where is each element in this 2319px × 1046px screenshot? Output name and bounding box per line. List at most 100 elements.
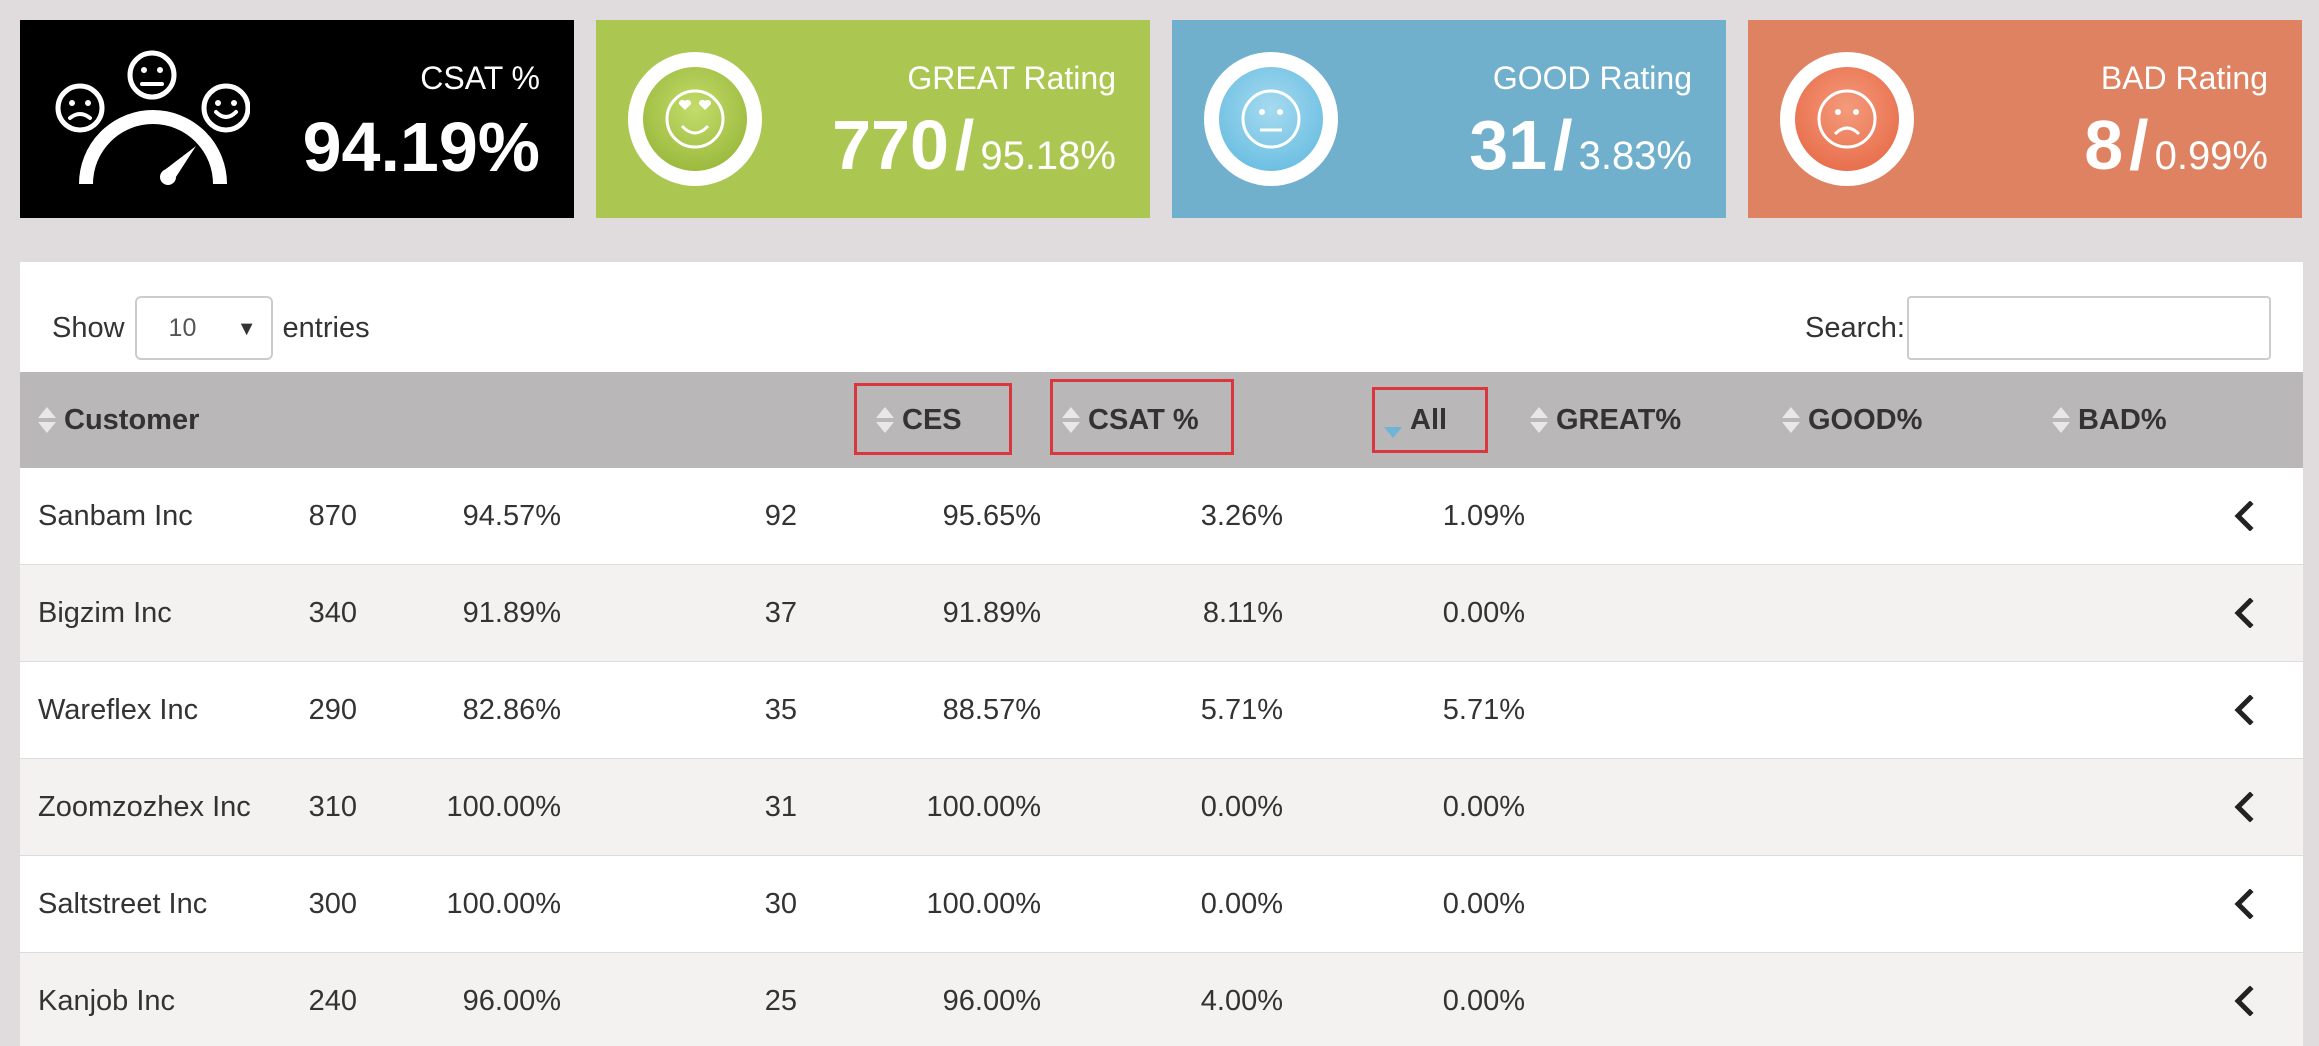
column-header-bad[interactable]: BAD% (2052, 372, 2167, 468)
table-row[interactable]: Saltstreet Inc 300 100.00% 30 100.00% 0.00% 0.… (20, 856, 2303, 953)
page-size-value: 10 (168, 313, 197, 342)
table-row[interactable]: Kanjob Inc 240 96.00% 25 96.00% 4.00% 0.00% (20, 953, 2303, 1046)
cell-great: 88.57% (942, 693, 1041, 726)
cell-ces: 240 (308, 984, 357, 1017)
column-header-good-label: GOOD% (1808, 403, 1923, 436)
cell-great: 91.89% (942, 596, 1041, 629)
cell-bad: 0.00% (1442, 596, 1525, 629)
cell-all: 92 (764, 499, 797, 532)
chevron-left-icon[interactable] (2232, 889, 2256, 919)
customers-table-panel: Show 10 ▼ entries Search: Customer CES C… (20, 262, 2303, 1046)
cell-all: 30 (764, 887, 797, 920)
bad-rating-separator: / (2129, 106, 2149, 184)
cell-customer: Wareflex Inc (38, 693, 199, 726)
cell-bad: 1.09% (1442, 499, 1525, 532)
sort-icon (1530, 406, 1548, 434)
page-size-select[interactable]: 10 ▼ (134, 296, 273, 360)
bad-rating-title: BAD Rating (2100, 60, 2268, 96)
column-header-good[interactable]: GOOD% (1782, 372, 1922, 468)
cell-csat: 100.00% (446, 790, 562, 823)
great-rating-percent: 95.18% (980, 134, 1116, 178)
cell-csat: 82.86% (462, 693, 561, 726)
chevron-left-icon[interactable] (2232, 695, 2256, 725)
sad-face-icon (1795, 67, 1899, 171)
good-rating-card: GOOD Rating 31/3.83% (1172, 20, 1726, 218)
chevron-left-icon[interactable] (2232, 792, 2256, 822)
cell-customer: Sanbam Inc (38, 499, 193, 532)
cell-csat: 96.00% (462, 984, 561, 1017)
bad-rating-percent: 0.99% (2154, 134, 2268, 178)
column-header-great-label: GREAT% (1556, 403, 1682, 436)
search-input[interactable] (1907, 296, 2271, 360)
good-rating-count: 31 (1469, 106, 1548, 184)
csat-card-title: CSAT % (420, 60, 540, 96)
good-rating-percent: 3.83% (1578, 134, 1692, 178)
great-rating-separator: / (954, 106, 975, 184)
cell-bad: 5.71% (1442, 693, 1525, 726)
table-row[interactable]: Sanbam Inc 870 94.57% 92 95.65% 3.26% 1.09% (20, 468, 2303, 565)
table-row[interactable]: Zoomzozhex Inc 310 100.00% 31 100.00% 0.00% 0.… (20, 759, 2303, 856)
good-rating-separator: / (1553, 106, 1573, 184)
cell-all: 25 (764, 984, 797, 1017)
csat-card-value: 94.19% (302, 108, 540, 186)
cell-customer: Zoomzozhex Inc (38, 790, 251, 823)
great-rating-count: 770 (832, 106, 949, 184)
cell-good: 0.00% (1200, 887, 1283, 920)
cell-all: 31 (764, 790, 797, 823)
satisfaction-gauge-icon (55, 50, 250, 185)
sort-descending-icon (1384, 406, 1402, 438)
highlight-box-all (1372, 387, 1488, 453)
table-row[interactable]: Wareflex Inc 290 82.86% 35 88.57% 5.71% 5.71% (20, 662, 2303, 759)
heart-eyes-face-icon (643, 67, 747, 171)
column-header-bad-label: BAD% (2078, 403, 2167, 436)
column-header-ces-label: CES (902, 403, 962, 436)
cell-ces: 340 (308, 596, 357, 629)
highlight-box-ces (854, 383, 1012, 455)
great-rating-card: GREAT Rating 770/95.18% (596, 20, 1150, 218)
cell-ces: 300 (308, 887, 357, 920)
column-header-all-label: All (1410, 403, 1448, 436)
column-header-ces[interactable]: CES (876, 372, 962, 468)
highlight-box-csat (1050, 379, 1234, 455)
column-header-customer-label: Customer (64, 403, 200, 436)
entries-label: entries (282, 311, 370, 344)
cell-csat: 91.89% (462, 596, 561, 629)
great-rating-title: GREAT Rating (907, 60, 1116, 96)
search-control: Search: (1805, 296, 2271, 360)
cell-ces: 290 (308, 693, 357, 726)
neutral-face-icon (1219, 67, 1323, 171)
page-size-control: Show 10 ▼ entries (52, 296, 370, 360)
cell-csat: 100.00% (446, 887, 562, 920)
cell-customer: Kanjob Inc (38, 984, 176, 1017)
column-header-all[interactable]: All (1384, 372, 1447, 468)
sort-icon (2052, 406, 2070, 434)
sort-icon (1782, 406, 1800, 434)
sort-icon (38, 406, 56, 434)
column-header-customer[interactable]: Customer (38, 372, 199, 468)
chevron-left-icon[interactable] (2232, 501, 2256, 531)
bad-rating-card: BAD Rating 8/0.99% (1748, 20, 2302, 218)
sort-icon (876, 406, 894, 434)
show-label: Show (52, 311, 125, 344)
bad-rating-value: 8/0.99% (2084, 110, 2268, 180)
search-label: Search: (1805, 311, 1905, 344)
caret-down-icon: ▼ (236, 318, 257, 340)
cell-good: 5.71% (1200, 693, 1283, 726)
table-body: Sanbam Inc 870 94.57% 92 95.65% 3.26% 1.09% Big… (20, 468, 2303, 1046)
cell-all: 35 (764, 693, 797, 726)
column-header-great[interactable]: GREAT% (1530, 372, 1681, 468)
great-rating-badge (628, 52, 762, 186)
bad-rating-count: 8 (2084, 106, 2124, 184)
cell-bad: 0.00% (1442, 887, 1525, 920)
sort-icon (1062, 406, 1080, 434)
chevron-left-icon[interactable] (2232, 598, 2256, 628)
cell-ces: 310 (308, 790, 357, 823)
cell-good: 3.26% (1200, 499, 1283, 532)
table-row[interactable]: Bigzim Inc 340 91.89% 37 91.89% 8.11% 0.00% (20, 565, 2303, 662)
cell-good: 4.00% (1200, 984, 1283, 1017)
cell-great: 96.00% (942, 984, 1041, 1017)
good-rating-badge (1204, 52, 1338, 186)
column-header-csat[interactable]: CSAT % (1062, 372, 1199, 468)
cell-bad: 0.00% (1442, 790, 1525, 823)
chevron-left-icon[interactable] (2232, 986, 2256, 1016)
